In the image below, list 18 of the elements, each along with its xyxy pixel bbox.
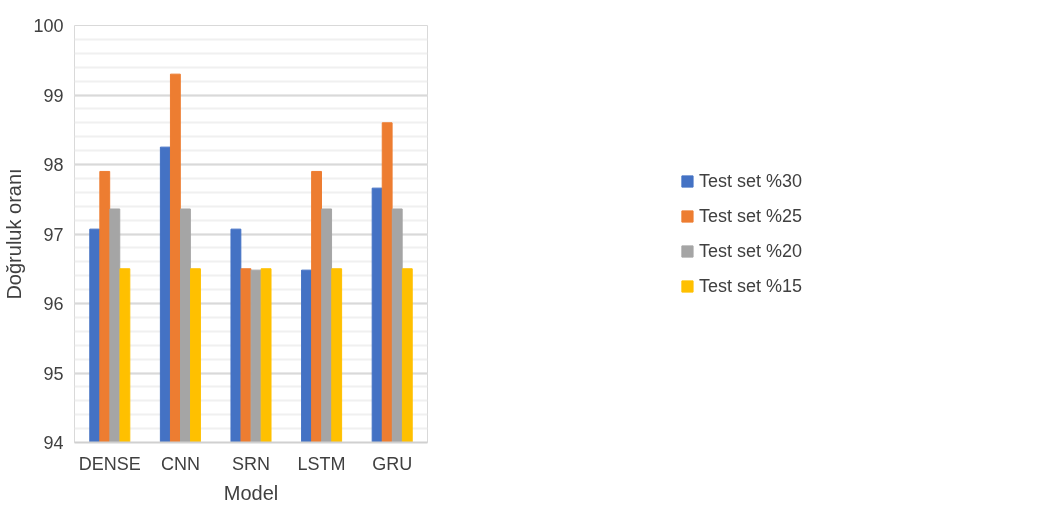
legend-label: Test set %15	[698, 275, 803, 297]
legend-label: Test set %20	[698, 240, 803, 262]
x-tick-label: LSTM	[297, 453, 346, 474]
legend-label: Test set %25	[698, 205, 803, 227]
y-tick-label: 99	[43, 85, 64, 106]
y-tick-label: 100	[33, 16, 64, 36]
x-axis-title: Model	[223, 481, 279, 504]
x-tick-label: SRN	[232, 453, 271, 474]
x-tick-label: DENSE	[78, 453, 141, 474]
y-axis-title: Doğruluk oranı	[3, 168, 26, 300]
y-tick-label: 95	[43, 363, 64, 384]
x-tick-label: GRU	[372, 453, 413, 474]
x-tick-label: CNN	[160, 453, 200, 474]
y-tick-label: 94	[43, 433, 64, 453]
legend-label: Test set %30	[698, 170, 803, 192]
y-tick-label: 97	[43, 224, 64, 245]
y-tick-label: 98	[43, 155, 64, 175]
y-tick-label: 96	[43, 294, 64, 314]
